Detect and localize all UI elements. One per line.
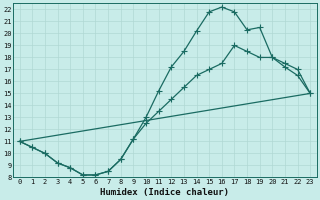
X-axis label: Humidex (Indice chaleur): Humidex (Indice chaleur) xyxy=(100,188,229,197)
